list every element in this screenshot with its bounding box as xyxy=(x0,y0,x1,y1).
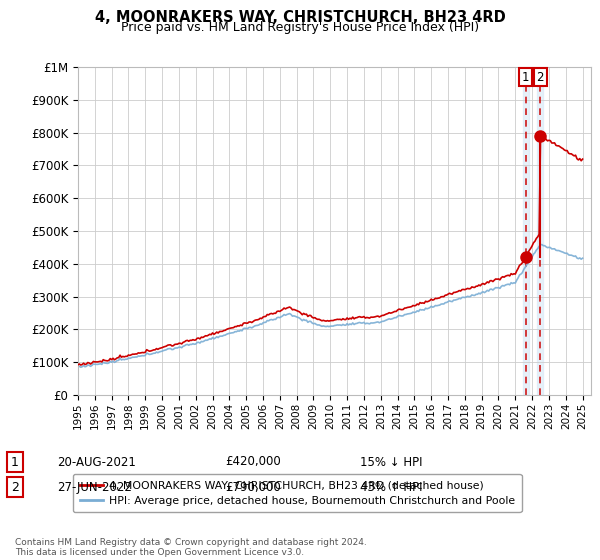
Bar xyxy=(538,67,544,395)
Text: 27-JUN-2022: 27-JUN-2022 xyxy=(57,480,132,494)
Text: Price paid vs. HM Land Registry's House Price Index (HPI): Price paid vs. HM Land Registry's House … xyxy=(121,21,479,34)
Legend: 4, MOONRAKERS WAY, CHRISTCHURCH, BH23 4RD (detached house), HPI: Average price, : 4, MOONRAKERS WAY, CHRISTCHURCH, BH23 4R… xyxy=(73,474,521,512)
Text: Contains HM Land Registry data © Crown copyright and database right 2024.
This d: Contains HM Land Registry data © Crown c… xyxy=(15,538,367,557)
Text: 1: 1 xyxy=(522,71,529,83)
Text: 4, MOONRAKERS WAY, CHRISTCHURCH, BH23 4RD: 4, MOONRAKERS WAY, CHRISTCHURCH, BH23 4R… xyxy=(95,10,505,25)
Text: £420,000: £420,000 xyxy=(225,455,281,469)
Text: 20-AUG-2021: 20-AUG-2021 xyxy=(57,455,136,469)
Text: 43% ↑ HPI: 43% ↑ HPI xyxy=(360,480,422,494)
Text: £790,000: £790,000 xyxy=(225,480,281,494)
Text: 2: 2 xyxy=(536,71,544,83)
Bar xyxy=(523,67,529,395)
Text: 15% ↓ HPI: 15% ↓ HPI xyxy=(360,455,422,469)
Text: 1: 1 xyxy=(11,455,19,469)
Text: 2: 2 xyxy=(11,480,19,494)
